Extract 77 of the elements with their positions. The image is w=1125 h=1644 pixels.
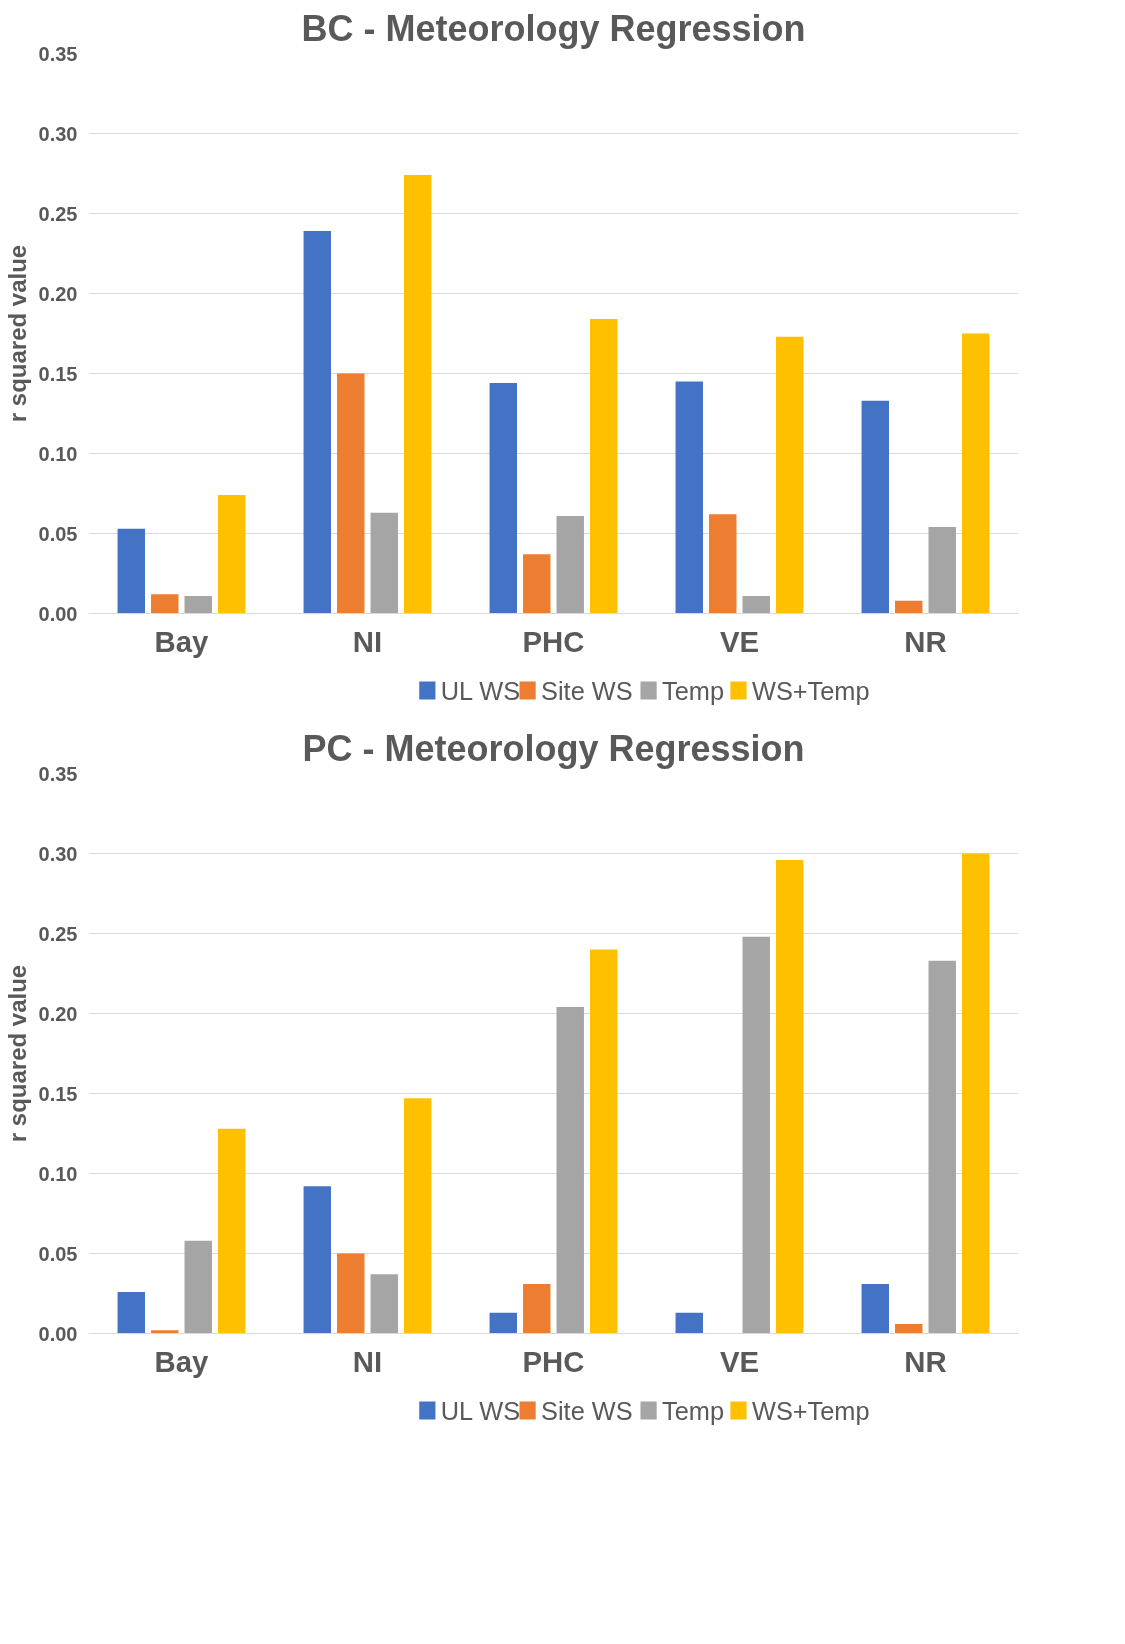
bar (489, 383, 518, 614)
y-tick-label: 0.20 (38, 1002, 78, 1025)
bar (523, 554, 551, 614)
legend-label: WS+Temp (751, 676, 870, 705)
bar (151, 594, 179, 614)
x-tick-label: NR (904, 624, 947, 658)
bar (556, 1007, 584, 1334)
y-tick-label: 0.15 (38, 362, 78, 385)
bar (775, 336, 804, 614)
x-tick-label: VE (719, 1344, 760, 1378)
bar (742, 595, 770, 614)
y-axis-title: r squared value (3, 964, 31, 1143)
y-tick-label: 0.30 (38, 842, 78, 865)
bar (184, 1240, 212, 1334)
bar (337, 1253, 365, 1334)
bar (961, 333, 990, 614)
y-axis-title: r squared value (3, 244, 31, 423)
y-tick-label: 0.30 (38, 122, 78, 145)
y-tick-label: 0.00 (38, 602, 78, 625)
legend-label: Temp (662, 676, 724, 705)
x-tick-label: Bay (154, 1344, 210, 1378)
bar (895, 1323, 923, 1334)
y-tick-label: 0.10 (38, 442, 78, 465)
legend-label: Temp (662, 1396, 724, 1425)
bar (961, 853, 990, 1334)
bar (370, 1274, 398, 1334)
legend-label: Site WS (541, 1396, 633, 1425)
bar (861, 400, 890, 614)
bar (523, 1283, 551, 1334)
y-tick-label: 0.35 (38, 762, 78, 785)
y-tick-label: 0.05 (38, 1242, 78, 1265)
bar (303, 231, 332, 614)
x-tick-label: NI (352, 1344, 383, 1378)
x-tick-label: PHC (522, 1344, 585, 1378)
chart-title: PC - Meteorology Regression (302, 727, 805, 769)
bar (117, 528, 146, 614)
bar (489, 1312, 518, 1334)
y-tick-label: 0.15 (38, 1082, 78, 1105)
legend-label: UL WS (440, 676, 521, 705)
bar (589, 949, 618, 1334)
bar (928, 527, 956, 614)
bar (403, 175, 432, 614)
x-tick-label: NR (904, 1344, 947, 1378)
legend-label: WS+Temp (751, 1396, 870, 1425)
bar (403, 1098, 432, 1334)
y-tick-label: 0.00 (38, 1322, 78, 1345)
y-tick-label: 0.25 (38, 922, 78, 945)
bar (742, 936, 770, 1334)
bar (556, 515, 584, 614)
bar (709, 514, 737, 614)
bar (117, 1291, 146, 1334)
chart-title: BC - Meteorology Regression (301, 7, 806, 49)
bar (337, 373, 365, 614)
bar (675, 381, 704, 614)
y-tick-label: 0.35 (38, 42, 78, 65)
legend-label: UL WS (440, 1396, 521, 1425)
legend-label: Site WS (541, 676, 633, 705)
bar (675, 1312, 704, 1334)
y-tick-label: 0.20 (38, 282, 78, 305)
y-tick-label: 0.10 (38, 1162, 78, 1185)
bar (217, 1128, 246, 1334)
y-tick-label: 0.25 (38, 202, 78, 225)
bar (370, 512, 398, 614)
bar (151, 1330, 179, 1334)
bar (303, 1186, 332, 1334)
x-tick-label: PHC (522, 624, 585, 658)
bar (775, 859, 804, 1334)
x-tick-label: NI (352, 624, 383, 658)
x-tick-label: Bay (154, 624, 210, 658)
y-tick-label: 0.05 (38, 522, 78, 545)
bar (184, 595, 212, 614)
bar (928, 960, 956, 1334)
x-tick-label: VE (719, 624, 760, 658)
bar (861, 1283, 890, 1334)
bar (217, 495, 246, 614)
bar (895, 600, 923, 614)
bar (589, 319, 618, 614)
